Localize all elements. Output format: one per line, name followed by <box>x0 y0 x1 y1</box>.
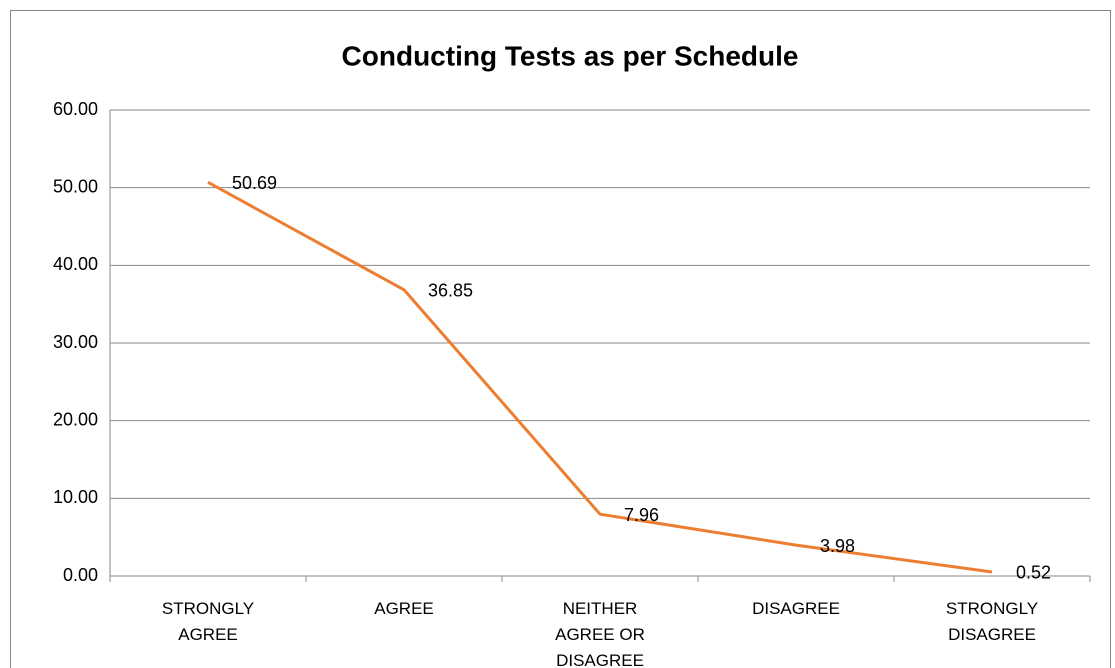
line <box>207 180 993 574</box>
y-tick-label: 40.00 <box>53 254 98 274</box>
y-tick-label: 30.00 <box>53 332 98 352</box>
x-tick-label: NEITHER AGREE OR DISAGREE <box>555 599 645 668</box>
data-label: 50.69 <box>232 173 277 193</box>
data-label: 7.96 <box>624 505 659 525</box>
chart-title: Conducting Tests as per Schedule <box>342 40 799 71</box>
chart-border <box>10 10 1111 668</box>
data-label: 36.85 <box>428 281 473 301</box>
y-tick-label: 50.00 <box>53 176 98 196</box>
x-tick-label: STRONGLY AGREE <box>161 599 255 644</box>
x-tick-label: DISAGREE <box>752 599 840 618</box>
y-tick-label: 10.00 <box>53 487 98 507</box>
y-tick-label: 60.00 <box>53 99 98 119</box>
x-tick-label: STRONGLY DISAGREE <box>945 599 1039 644</box>
data-label: 0.52 <box>1016 563 1051 583</box>
y-tick-label: 20.00 <box>53 409 98 429</box>
data-label: 3.98 <box>820 536 855 556</box>
y-tick-label: 0.00 <box>63 565 98 585</box>
x-tick-label: AGREE <box>374 599 434 618</box>
